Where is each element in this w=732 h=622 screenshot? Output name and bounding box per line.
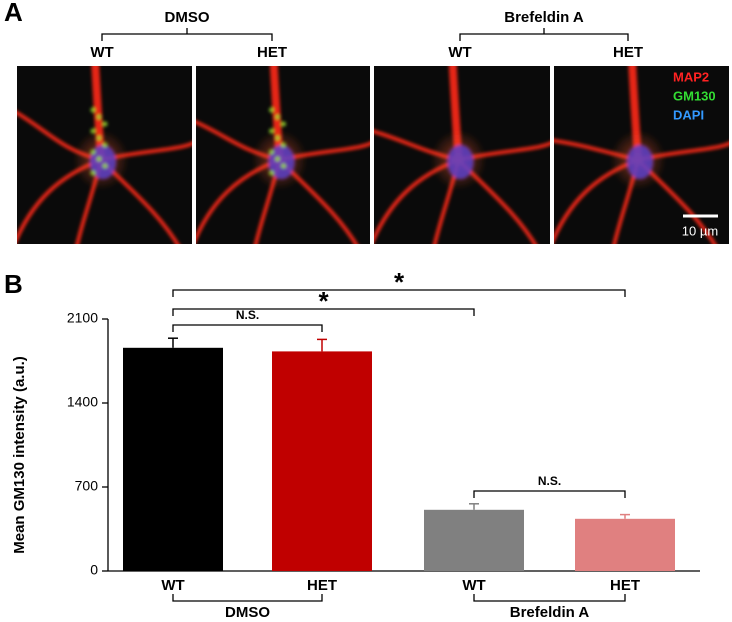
scale-bar-label: 10 µm <box>682 223 718 238</box>
micrograph <box>17 66 192 244</box>
y-axis-label: Mean GM130 intensity (a.u.) <box>11 356 28 554</box>
group-label: Brefeldin A <box>504 9 584 26</box>
nucleus <box>268 145 295 179</box>
golgi <box>102 142 108 148</box>
bar <box>272 351 372 571</box>
legend-entry: DAPI <box>673 107 704 122</box>
golgi <box>102 121 108 127</box>
condition-label: WT <box>90 44 113 61</box>
x-tick-label: HET <box>610 577 640 594</box>
nucleus <box>90 145 116 179</box>
micrograph-content <box>17 66 192 244</box>
micrograph-content <box>196 66 370 244</box>
condition-label: WT <box>448 44 471 61</box>
golgi <box>269 107 275 113</box>
group-label: DMSO <box>225 604 270 621</box>
significance-label: * <box>394 267 405 297</box>
golgi <box>269 149 275 155</box>
golgi <box>90 128 96 134</box>
bracket <box>473 490 626 498</box>
y-tick-label: 2100 <box>67 310 98 326</box>
significance-label: N.S. <box>538 474 561 488</box>
x-tick-label: WT <box>161 577 184 594</box>
nucleus <box>627 145 653 179</box>
golgi <box>90 149 96 155</box>
x-tick-label: WT <box>462 577 485 594</box>
bracket <box>172 289 626 297</box>
golgi <box>96 135 102 141</box>
bar <box>123 347 223 571</box>
golgi <box>269 170 275 176</box>
bracket <box>172 324 323 332</box>
golgi <box>281 121 287 127</box>
group-bracket <box>473 594 626 602</box>
y-tick-label: 0 <box>90 562 98 578</box>
legend-entry: MAP2 <box>673 69 709 84</box>
panel-label: A <box>4 0 23 27</box>
group-bracket <box>172 594 323 602</box>
condition-label: HET <box>257 44 287 61</box>
group-label: Brefeldin A <box>510 604 590 621</box>
significance-label: * <box>318 286 329 316</box>
panel-label: B <box>4 269 23 299</box>
golgi <box>96 156 102 162</box>
bar <box>424 509 524 571</box>
golgi <box>90 170 96 176</box>
golgi <box>275 114 281 120</box>
bracket <box>101 33 273 41</box>
bracket <box>172 308 475 316</box>
bar <box>575 518 675 571</box>
golgi <box>96 114 102 120</box>
micrograph-content <box>374 66 550 244</box>
golgi <box>281 142 287 148</box>
golgi <box>281 163 287 169</box>
y-tick-label: 1400 <box>67 394 98 410</box>
x-tick-label: HET <box>307 577 337 594</box>
micrograph <box>554 66 729 244</box>
condition-label: HET <box>613 44 643 61</box>
bracket <box>459 33 629 41</box>
significance-label: N.S. <box>236 308 259 322</box>
golgi <box>269 128 275 134</box>
golgi <box>275 156 281 162</box>
micrograph-content <box>554 66 729 244</box>
legend-entry: GM130 <box>673 88 716 103</box>
micrograph <box>196 66 370 244</box>
group-label: DMSO <box>165 9 210 26</box>
micrograph <box>374 66 550 244</box>
y-tick-label: 700 <box>75 478 99 494</box>
golgi <box>102 163 108 169</box>
golgi <box>90 107 96 113</box>
nucleus <box>447 145 474 179</box>
golgi <box>275 135 281 141</box>
